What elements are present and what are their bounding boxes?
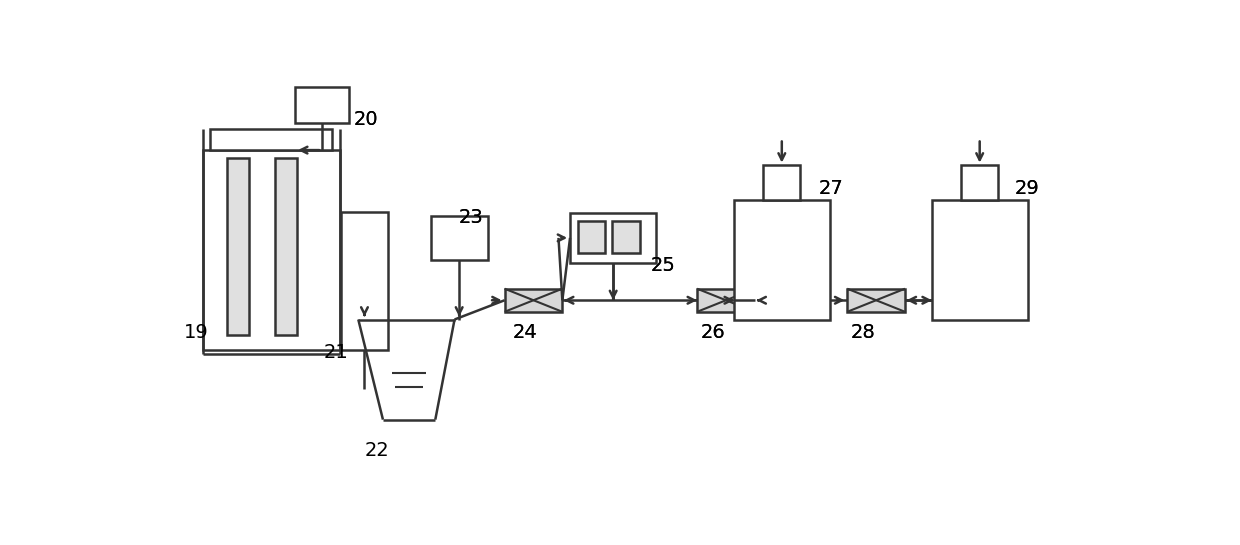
Bar (203, 150, 340, 350)
Bar (505, 289, 563, 312)
Bar (697, 289, 755, 312)
Text: 23: 23 (459, 208, 484, 227)
Text: 27: 27 (818, 179, 843, 198)
Bar (211, 129, 332, 150)
Bar (847, 289, 905, 312)
Text: 26: 26 (701, 323, 725, 342)
Bar (341, 211, 388, 350)
Bar (295, 87, 350, 123)
Bar (275, 158, 296, 335)
Bar (764, 166, 800, 200)
Bar (432, 216, 487, 260)
Text: 20: 20 (353, 110, 378, 129)
Text: 25: 25 (651, 256, 676, 275)
Text: 25: 25 (651, 256, 676, 275)
Text: 24: 24 (512, 323, 537, 342)
Bar (734, 200, 831, 319)
Text: 23: 23 (459, 208, 484, 227)
Text: 28: 28 (851, 323, 875, 342)
Text: 22: 22 (365, 441, 389, 460)
Bar (227, 158, 249, 335)
Text: 26: 26 (701, 323, 725, 342)
Text: 19: 19 (185, 323, 210, 342)
Bar (570, 213, 656, 263)
Text: 21: 21 (324, 343, 348, 361)
Text: 29: 29 (1014, 179, 1039, 198)
Bar (932, 200, 1028, 319)
Bar (578, 221, 605, 253)
Text: 20: 20 (353, 110, 378, 129)
Text: 24: 24 (512, 323, 537, 342)
Bar (961, 166, 998, 200)
Bar (613, 221, 640, 253)
Text: 27: 27 (818, 179, 843, 198)
Text: 28: 28 (851, 323, 875, 342)
Text: 29: 29 (1014, 179, 1039, 198)
